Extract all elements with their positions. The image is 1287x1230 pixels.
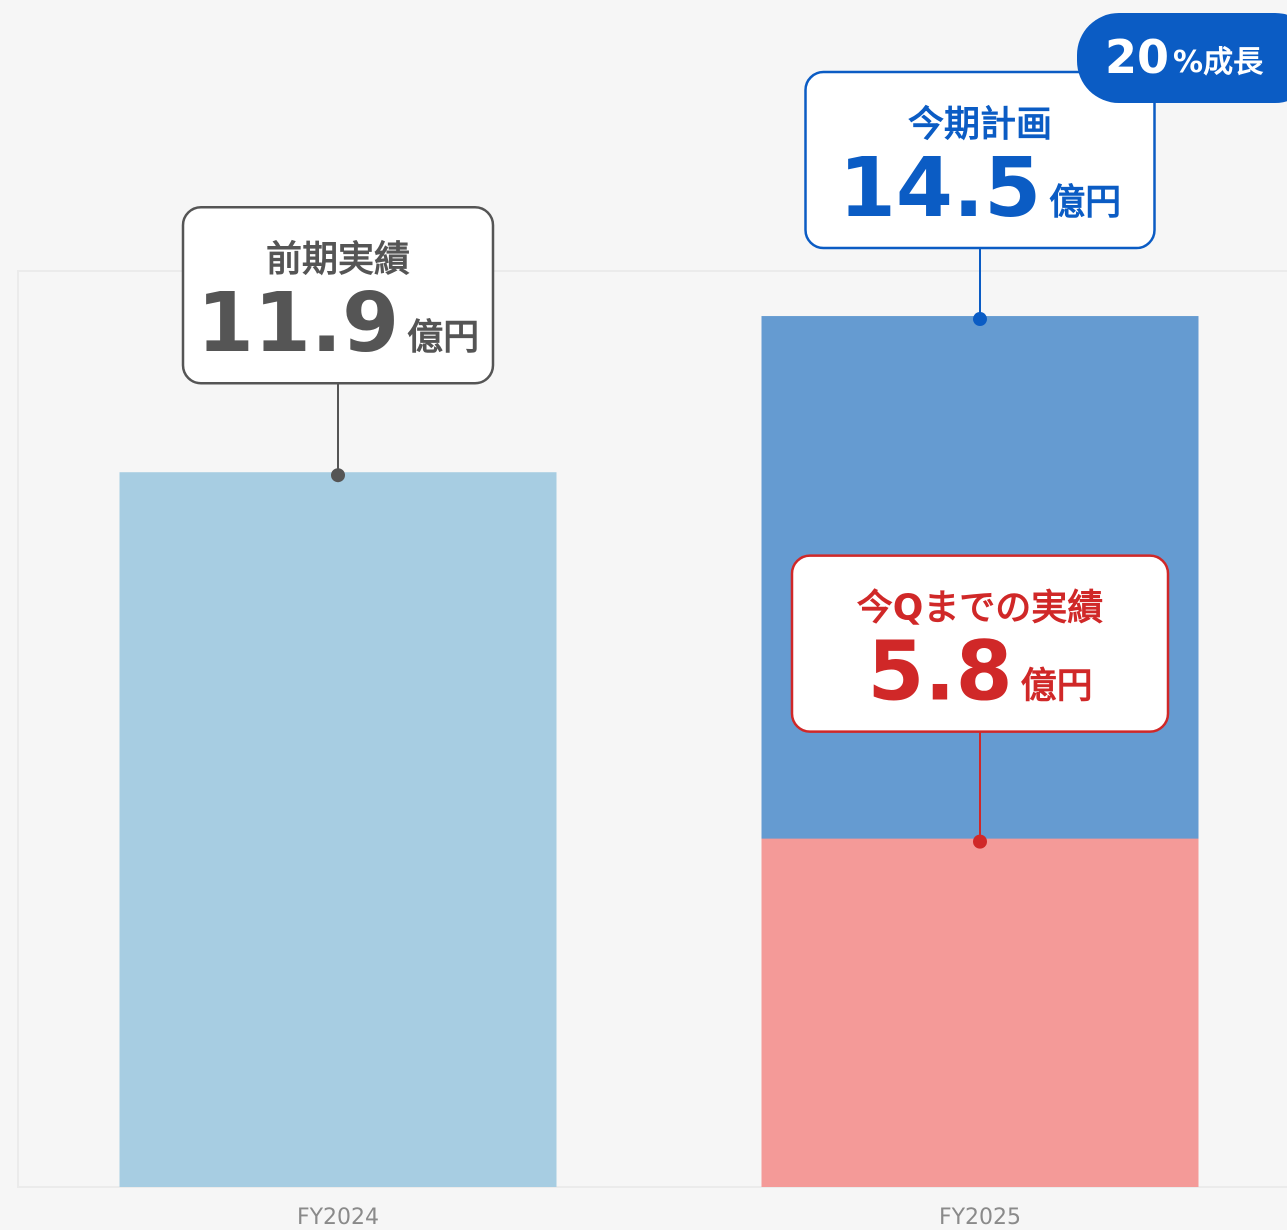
growth-badge [1077,13,1287,103]
value-number: 14.5 [839,142,1041,237]
value-number: 5.8 [867,625,1012,720]
value-label: 5.8 億円 [867,625,1092,720]
leader-dot [973,834,987,849]
value-label: 11.9 億円 [197,277,479,372]
value-unit: 億円 [1021,666,1093,707]
x-tick-label: FY2024 [297,1205,379,1230]
value-unit: 億円 [1049,182,1121,223]
bar [119,472,557,1187]
label-box [790,554,1170,733]
growth-label: 20 %成長 [1105,30,1264,84]
value-label: 14.5 億円 [839,142,1121,237]
label-title: 前期実績 [266,239,410,280]
value-number: 11.9 [197,277,399,372]
label-box [804,70,1156,250]
leader-dot [331,468,345,483]
growth-number: 20 [1105,30,1169,84]
growth-unit: %成長 [1173,45,1264,80]
label-title: 今期計画 [908,104,1052,145]
value-unit: 億円 [407,317,479,358]
bar [761,838,1199,1187]
x-tick-label: FY2025 [939,1205,1021,1230]
leader-dot [973,312,987,327]
label-title: 今Qまでの実績 [857,588,1104,629]
label-box [181,205,495,385]
